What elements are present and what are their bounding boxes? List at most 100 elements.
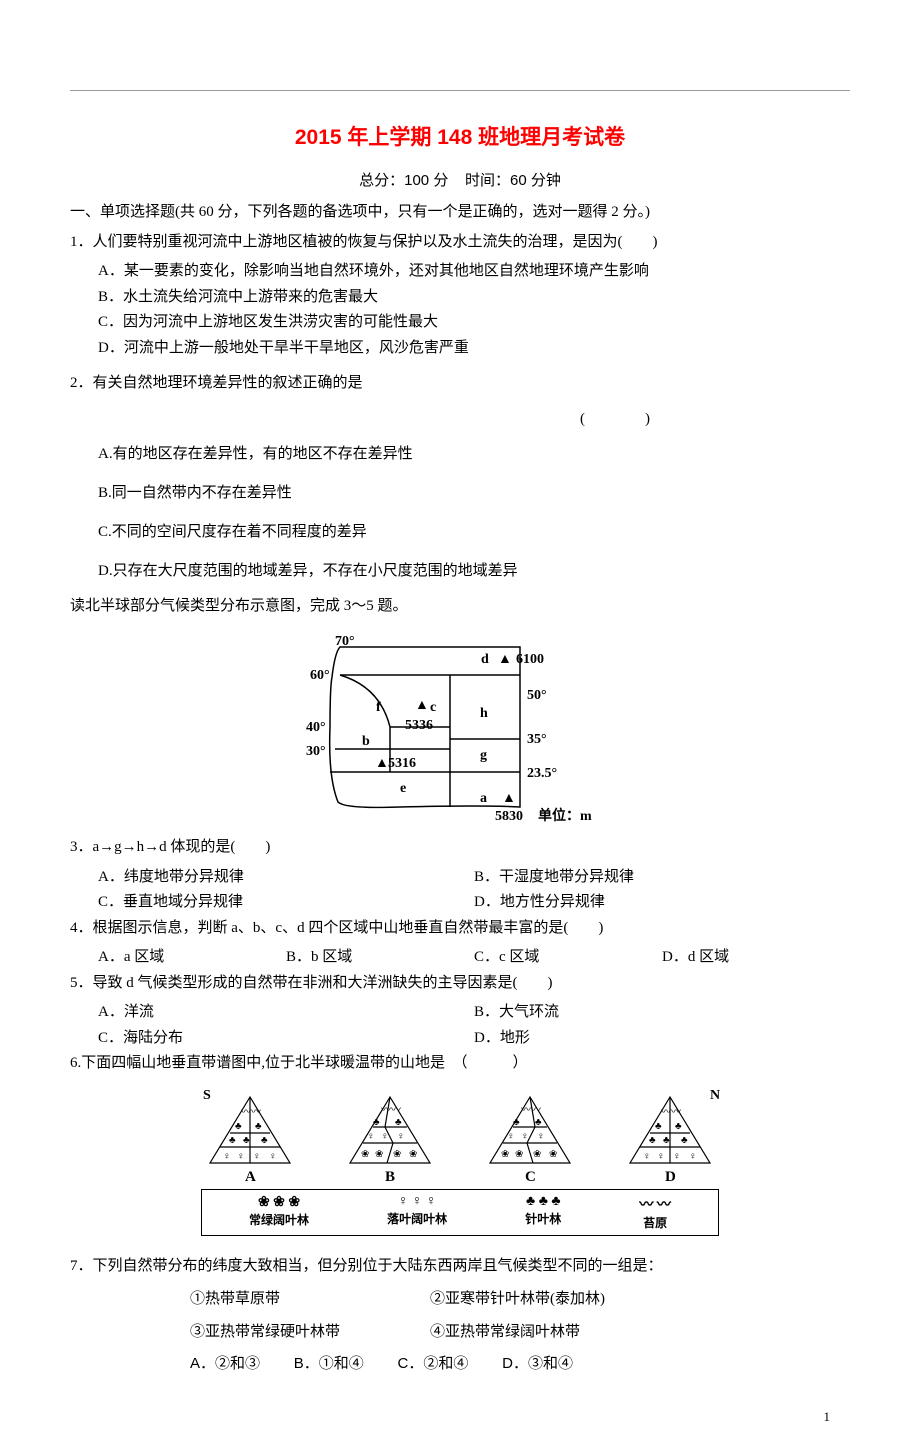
q2-stem: 2．有关自然地理环境差异性的叙述正确的是 (70, 371, 850, 397)
section-1-heading: 一、单项选择题(共 60 分，下列各题的备选项中，只有一个是正确的，选对一题得 … (70, 200, 850, 226)
lat-235: 23.5° (527, 766, 557, 781)
q7-o4: ④亚热带常绿阔叶林带 (430, 1316, 670, 1349)
legend-conifer: ♣ ♣ ♣ 针叶林 (525, 1194, 561, 1231)
q4-stem: 4．根据图示信息，判断 a、b、c、d 四个区域中山地垂直自然带最丰富的是( ) (70, 916, 850, 942)
svg-text:♣: ♣ (255, 1121, 262, 1132)
lat-60: 60° (310, 668, 330, 683)
q5-opt-a: A．洋流 (98, 1000, 474, 1026)
svg-text:♣: ♣ (663, 1135, 670, 1146)
svg-text:♀: ♀ (269, 1151, 277, 1162)
mountain-d: N 〰〰 ♣♣ ♣♣♣ ♀♀♀♀ D (615, 1085, 725, 1185)
svg-text:♣: ♣ (681, 1135, 688, 1146)
q6-stem: 6.下面四幅山地垂直带谱图中,位于北半球暖温带的山地是 （ ） (70, 1051, 850, 1077)
svg-text:♀: ♀ (521, 1131, 529, 1142)
q7-opt-d: D．③和④ (502, 1355, 573, 1372)
svg-text:S: S (203, 1088, 211, 1103)
svg-text:♀: ♀ (507, 1131, 515, 1142)
q3-opt-d: D．地方性分异规律 (474, 890, 850, 916)
legend-deciduous: ♀ ♀ ♀ 落叶阔叶林 (387, 1194, 447, 1231)
peak-a: 5830 (495, 809, 523, 824)
svg-text:B: B (385, 1169, 395, 1185)
lat-30: 30° (306, 744, 326, 759)
svg-text:♀: ♀ (253, 1151, 261, 1162)
zone-e: e (400, 781, 406, 796)
svg-text:♣: ♣ (261, 1135, 268, 1146)
svg-text:❀: ❀ (361, 1149, 369, 1160)
svg-text:♣: ♣ (243, 1135, 250, 1146)
svg-text:〰: 〰 (241, 1107, 251, 1118)
q7-stem: 7．下列自然带分布的纬度大致相当，但分别位于大陆东西两岸且气候类型不同的一组是： (70, 1254, 850, 1280)
svg-text:♀: ♀ (381, 1131, 389, 1142)
mountain-b: 〰〰 ♣♣ ♀♀♀ ❀❀❀❀ B (335, 1085, 445, 1185)
q3-opt-b: B．干湿度地带分异规律 (474, 865, 850, 891)
svg-text:〰: 〰 (251, 1107, 261, 1118)
svg-text:♣: ♣ (229, 1135, 236, 1146)
zone-d: d (481, 652, 489, 667)
svg-text:〰: 〰 (671, 1107, 681, 1118)
svg-text:♣: ♣ (655, 1121, 662, 1132)
svg-text:♣: ♣ (649, 1135, 656, 1146)
peak-mark-a: ▲ (502, 791, 516, 806)
svg-text:♀: ♀ (689, 1151, 697, 1162)
q2-opt-c: C.不同的空间尺度存在着不同程度的差异 (70, 516, 850, 549)
svg-text:♀: ♀ (223, 1151, 231, 1162)
svg-text:♣: ♣ (235, 1121, 242, 1132)
zone-b: b (362, 734, 370, 749)
svg-text:D: D (665, 1169, 676, 1185)
svg-text:〰: 〰 (521, 1105, 531, 1116)
peak-mark-d: ▲ (498, 652, 512, 667)
q2-opt-a: A.有的地区存在差异性，有的地区不存在差异性 (70, 438, 850, 471)
q5-opt-d: D．地形 (474, 1026, 850, 1052)
lat-40: 40° (306, 720, 326, 735)
time-label: 时间：60 分钟 (465, 172, 561, 189)
legend-tundra: 〰 〰 苔原 (639, 1194, 671, 1231)
q1-opt-d: D．河流中上游一般地处干旱半干旱地区，风沙危害严重 (98, 336, 850, 362)
q7-o1: ①热带草原带 (190, 1283, 430, 1316)
legend-evergreen: ❀ ❀ ❀ 常绿阔叶林 (249, 1194, 309, 1231)
peak-b: 5316 (388, 756, 416, 771)
svg-text:♀: ♀ (537, 1131, 545, 1142)
svg-text:♀: ♀ (643, 1151, 651, 1162)
svg-text:❀: ❀ (515, 1149, 523, 1160)
q1-opt-a: A．某一要素的变化，除影响当地自然环境外，还对其他地区自然地理环境产生影响 (98, 259, 850, 285)
page-number: 1 (70, 1409, 850, 1425)
svg-text:♣: ♣ (395, 1117, 402, 1128)
score-label: 总分：100 分 (359, 172, 448, 189)
peak-c: 5336 (405, 718, 433, 733)
q3-opt-a: A．纬度地带分异规律 (98, 865, 474, 891)
svg-text:〰: 〰 (381, 1105, 391, 1116)
svg-text:〰: 〰 (391, 1105, 401, 1116)
peak-d: 6100 (516, 652, 544, 667)
lat-50: 50° (527, 688, 547, 703)
zone-a: a (480, 791, 487, 806)
svg-text:♣: ♣ (675, 1121, 682, 1132)
svg-text:♀: ♀ (673, 1151, 681, 1162)
zone-h: h (480, 706, 488, 721)
q1-opt-c: C．因为河流中上游地区发生洪涝灾害的可能性最大 (98, 310, 850, 336)
svg-text:❀: ❀ (549, 1149, 557, 1160)
zone-f: f (376, 700, 381, 715)
svg-text:♣: ♣ (535, 1117, 542, 1128)
unit-label: 单位：m (538, 807, 592, 824)
svg-text:〰: 〰 (661, 1107, 671, 1118)
q4-opt-c: C．c 区域 (474, 945, 662, 971)
intro-3-5: 读北半球部分气候类型分布示意图，完成 3～5 题。 (70, 594, 850, 620)
climate-figure: 70° 60° 50° 40° 35° 30° 23.5° d ▲ 6100 f… (70, 627, 850, 827)
svg-text:❀: ❀ (375, 1149, 383, 1160)
svg-text:A: A (245, 1169, 256, 1185)
mountain-diagrams: S 〰〰 ♣♣ ♣♣♣ ♀♀♀♀ A 〰〰 (70, 1085, 850, 1185)
svg-text:♣: ♣ (373, 1117, 380, 1128)
zone-g: g (480, 748, 487, 763)
svg-text:❀: ❀ (409, 1149, 417, 1160)
mountain-c: 〰〰 ♣♣ ♀♀♀ ❀❀❀❀ C (475, 1085, 585, 1185)
q4-opt-d: D．d 区域 (662, 945, 850, 971)
mountain-a: S 〰〰 ♣♣ ♣♣♣ ♀♀♀♀ A (195, 1085, 305, 1185)
svg-text:N: N (710, 1088, 720, 1103)
svg-text:❀: ❀ (393, 1149, 401, 1160)
page-title: 2015 年上学期 148 班地理月考试卷 (70, 121, 850, 151)
q5-opt-c: C．海陆分布 (98, 1026, 474, 1052)
q2-opt-b: B.同一自然带内不存在差异性 (70, 477, 850, 510)
q7-opt-c: C．②和④ (398, 1355, 469, 1372)
legend-box: ❀ ❀ ❀ 常绿阔叶林 ♀ ♀ ♀ 落叶阔叶林 ♣ ♣ ♣ 针叶林 〰 〰 苔原 (201, 1189, 719, 1236)
q7-o3: ③亚热带常绿硬叶林带 (190, 1316, 430, 1349)
